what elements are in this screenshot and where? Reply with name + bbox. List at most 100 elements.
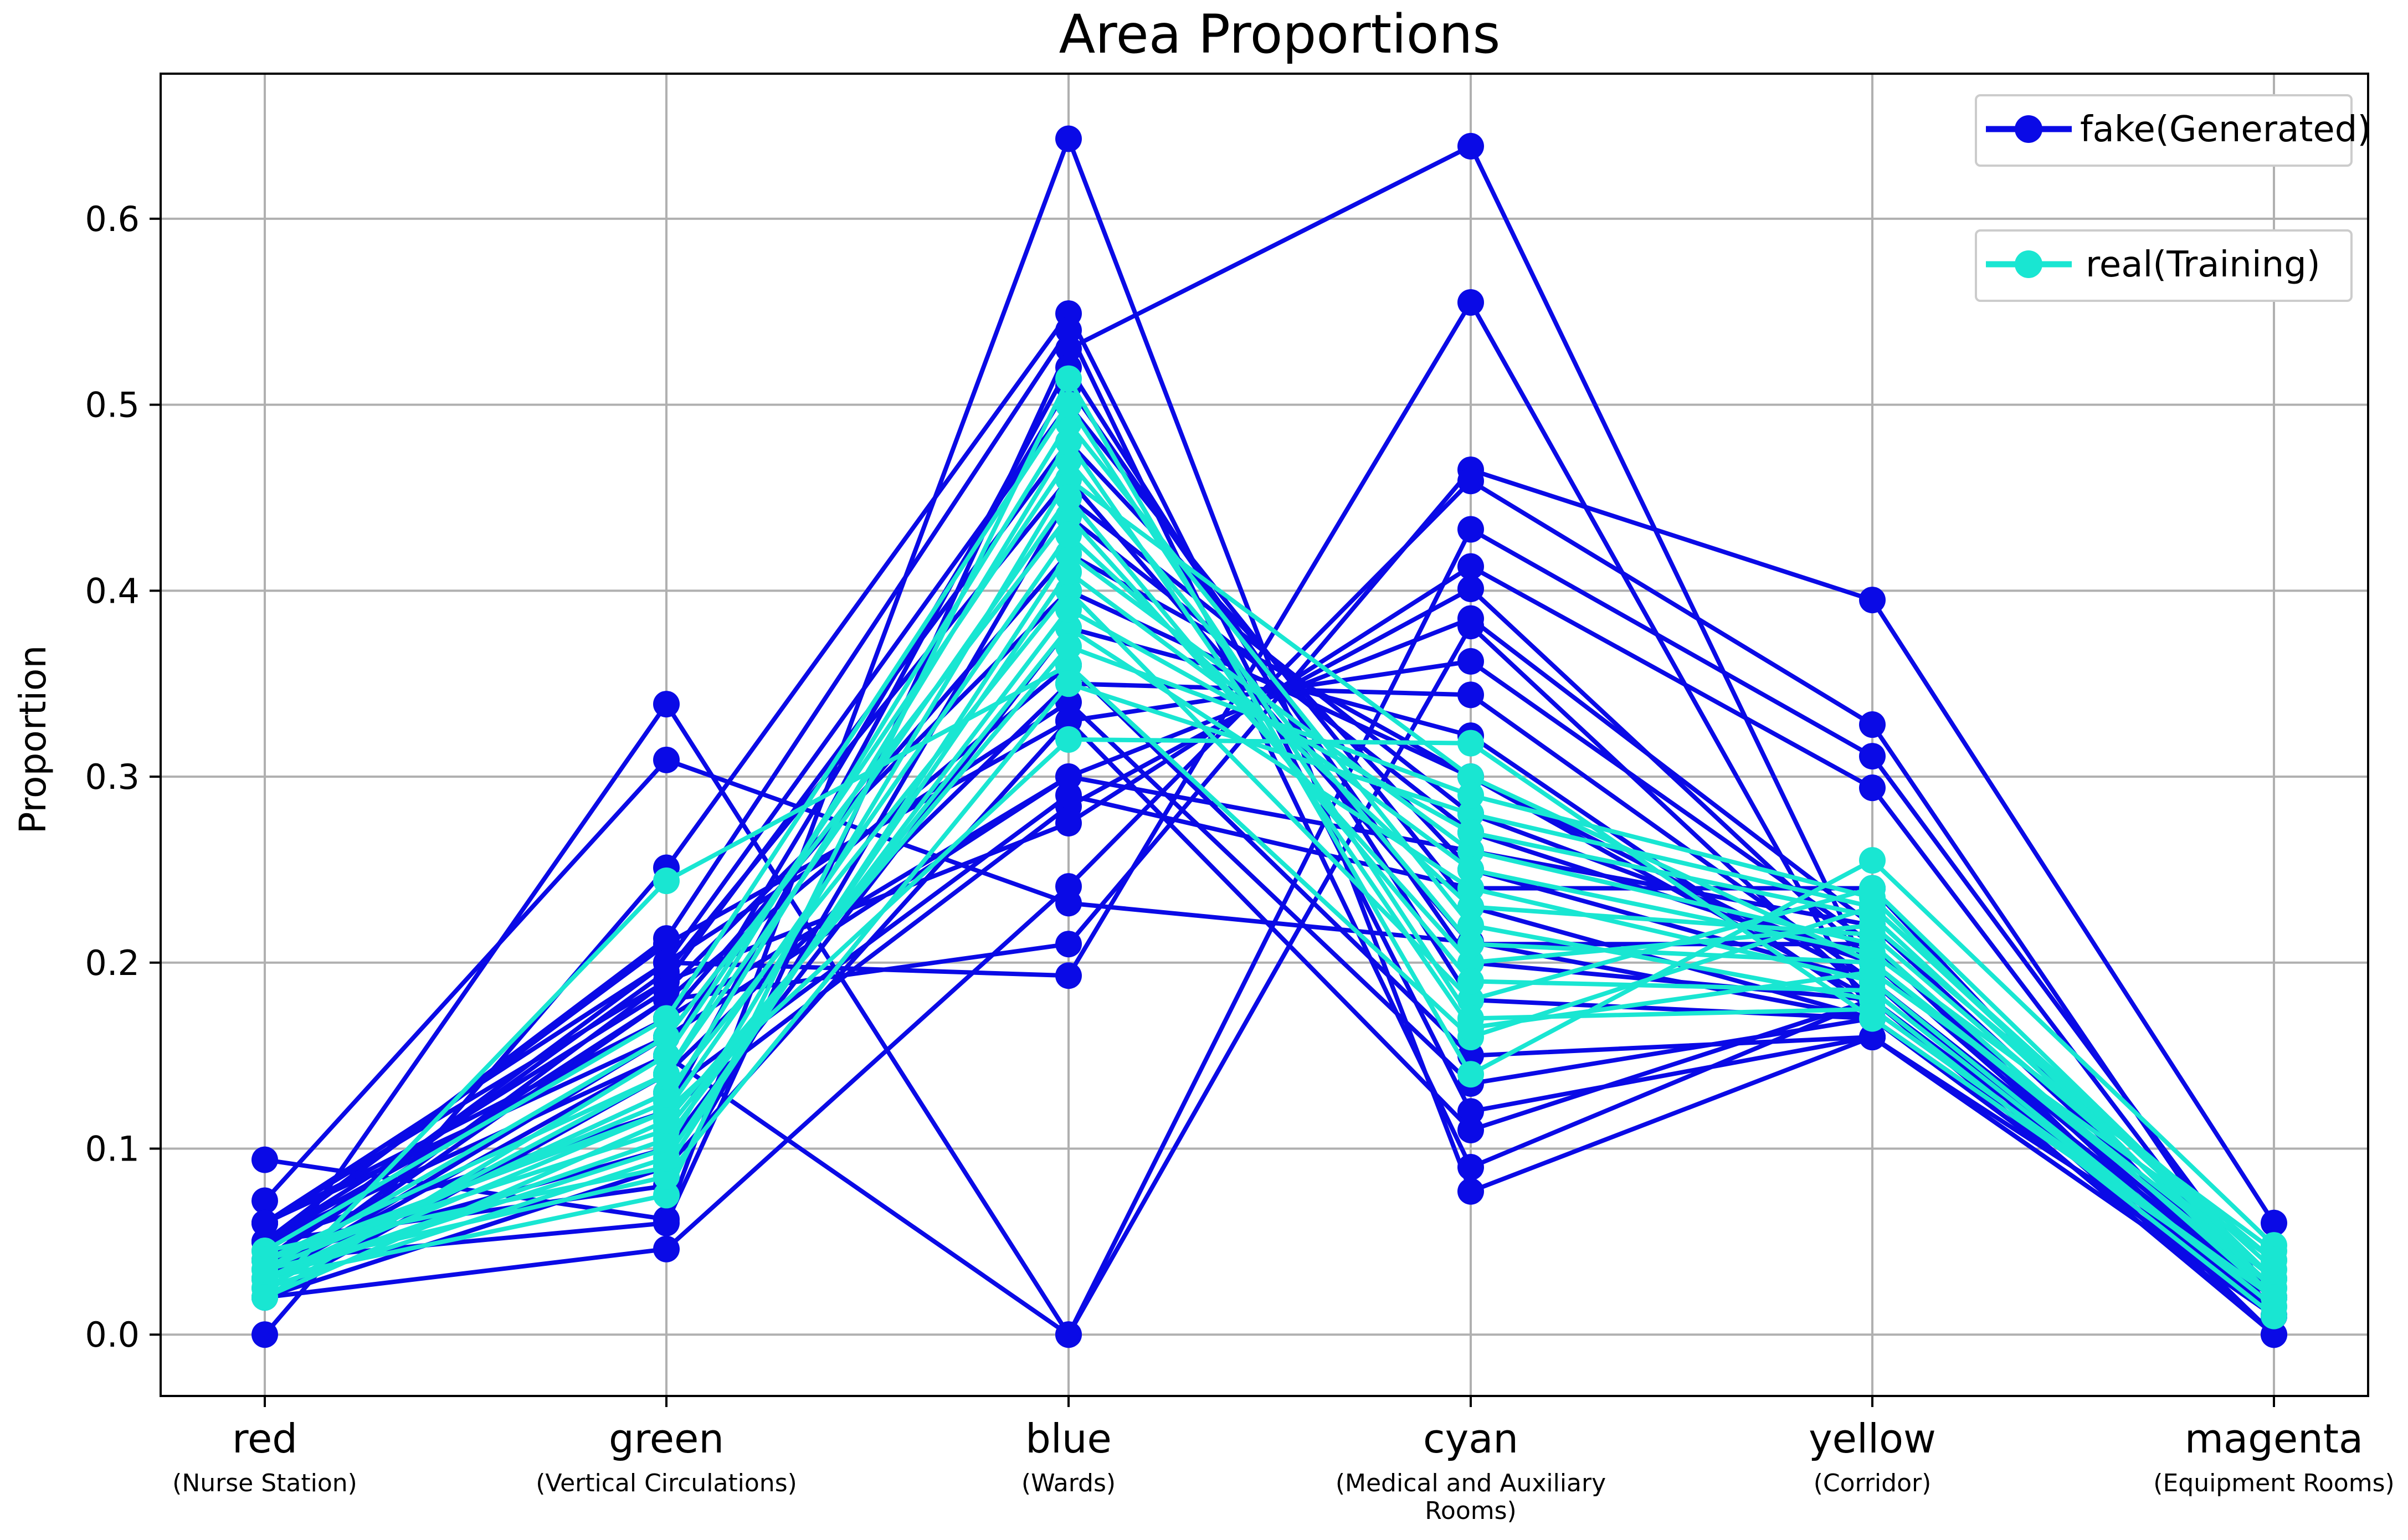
series-line bbox=[263, 328, 2276, 1318]
data-point bbox=[1055, 873, 1082, 900]
data-point bbox=[1859, 977, 1886, 1004]
data-point bbox=[1457, 289, 1484, 316]
data-point bbox=[251, 1146, 278, 1173]
series-line bbox=[263, 700, 2276, 1318]
data-point bbox=[1055, 125, 1082, 152]
series-line bbox=[263, 468, 2276, 1281]
data-point bbox=[1457, 648, 1484, 675]
y-tick-label: 0.6 bbox=[85, 199, 140, 239]
data-point bbox=[1457, 782, 1484, 809]
data-point bbox=[1457, 763, 1484, 790]
series-line bbox=[264, 476, 2276, 1281]
data-point bbox=[1055, 365, 1082, 392]
x-axis-ticks: red (Nurse Station) green (Vertical Circula… bbox=[172, 1396, 2395, 1525]
y-tick-label: 0.0 bbox=[85, 1315, 140, 1355]
series-line bbox=[264, 421, 2276, 1318]
data-point bbox=[653, 1235, 680, 1262]
x-tick-label-yellow: yellow bbox=[1809, 1415, 1936, 1462]
y-tick-label: 0.2 bbox=[85, 943, 140, 983]
data-point bbox=[1457, 949, 1484, 976]
data-point bbox=[2261, 1284, 2287, 1311]
data-point bbox=[2261, 1321, 2287, 1348]
series-line bbox=[264, 439, 2276, 1272]
series-line bbox=[263, 458, 2276, 1300]
y-tick-label: 0.4 bbox=[85, 571, 140, 611]
data-point bbox=[653, 958, 680, 985]
data-point bbox=[1859, 921, 1886, 948]
chart-title: Area Proportions bbox=[1059, 3, 1501, 65]
data-point bbox=[1457, 912, 1484, 939]
data-point bbox=[1859, 711, 1886, 738]
series-line bbox=[264, 588, 2276, 1281]
data-point bbox=[1055, 689, 1082, 716]
data-point bbox=[1457, 800, 1484, 828]
data-point bbox=[2261, 1246, 2287, 1274]
data-point bbox=[1859, 743, 1886, 770]
x-tick-label-magenta: magenta bbox=[2185, 1415, 2363, 1462]
data-point bbox=[1055, 428, 1082, 455]
legend-box-real bbox=[1975, 229, 2353, 302]
data-point bbox=[1457, 730, 1484, 757]
data-point bbox=[653, 1107, 680, 1135]
x-tick-sublabel: (Nurse Station) bbox=[172, 1469, 357, 1497]
data-point bbox=[1055, 782, 1082, 809]
data-point bbox=[1457, 856, 1484, 883]
x-tick-label-cyan: cyan bbox=[1423, 1415, 1518, 1462]
data-point bbox=[1457, 931, 1484, 958]
data-point bbox=[2261, 1209, 2287, 1236]
data-point bbox=[1055, 484, 1082, 511]
x-tick-label-blue: blue bbox=[1025, 1415, 1112, 1462]
data-point bbox=[1457, 553, 1484, 580]
data-point bbox=[1457, 1014, 1484, 1041]
data-point bbox=[1055, 962, 1082, 989]
data-point bbox=[1457, 1154, 1484, 1181]
data-point bbox=[1457, 575, 1484, 602]
data-point bbox=[1859, 940, 1886, 967]
series-line bbox=[264, 495, 2276, 1318]
x-tick-sublabel: (Equipment Rooms) bbox=[2153, 1469, 2394, 1497]
x-tick-sublabel: (Vertical Circulations) bbox=[536, 1469, 797, 1497]
data-point bbox=[1055, 651, 1082, 679]
data-point bbox=[1457, 516, 1484, 543]
series-real bbox=[251, 365, 2287, 1329]
data-point bbox=[1859, 1024, 1886, 1051]
data-point bbox=[653, 1089, 680, 1116]
data-point bbox=[653, 867, 680, 895]
data-point bbox=[1859, 884, 1886, 911]
data-point bbox=[1457, 1098, 1484, 1125]
x-tick-label-red: red bbox=[232, 1415, 297, 1462]
data-point bbox=[1457, 132, 1484, 160]
data-point bbox=[1457, 1061, 1484, 1088]
data-point bbox=[1457, 605, 1484, 632]
x-tick-sublabel: Rooms) bbox=[1425, 1497, 1516, 1525]
data-point bbox=[1055, 335, 1082, 362]
y-tick-label: 0.3 bbox=[85, 757, 140, 797]
data-point bbox=[251, 1209, 278, 1236]
series-line bbox=[264, 376, 2276, 1281]
data-point bbox=[1859, 587, 1886, 614]
legend-fake-marker-icon bbox=[2015, 115, 2042, 143]
data-point bbox=[1859, 958, 1886, 985]
data-point bbox=[1457, 681, 1484, 709]
data-point bbox=[1457, 838, 1484, 865]
y-tick-label: 0.5 bbox=[85, 385, 140, 425]
data-point bbox=[1457, 1178, 1484, 1205]
data-point bbox=[653, 1163, 680, 1190]
legend-real-marker-icon bbox=[2015, 250, 2042, 278]
data-point bbox=[653, 1182, 680, 1209]
data-point bbox=[1457, 468, 1484, 495]
plot-frame bbox=[160, 73, 2369, 1397]
data-point bbox=[1457, 819, 1484, 846]
data-point bbox=[251, 1321, 278, 1348]
data-point bbox=[1055, 633, 1082, 660]
x-tick-sublabel: (Corridor) bbox=[1814, 1469, 1932, 1497]
data-point bbox=[653, 1144, 680, 1172]
x-tick-sublabel: (Medical and Auxiliary bbox=[1336, 1469, 1606, 1497]
data-point bbox=[1055, 558, 1082, 586]
x-tick-label-green: green bbox=[609, 1415, 724, 1462]
data-point bbox=[1055, 317, 1082, 344]
data-point bbox=[1457, 894, 1484, 921]
data-point bbox=[1859, 774, 1886, 802]
data-point bbox=[1055, 596, 1082, 623]
data-point bbox=[1457, 1116, 1484, 1143]
